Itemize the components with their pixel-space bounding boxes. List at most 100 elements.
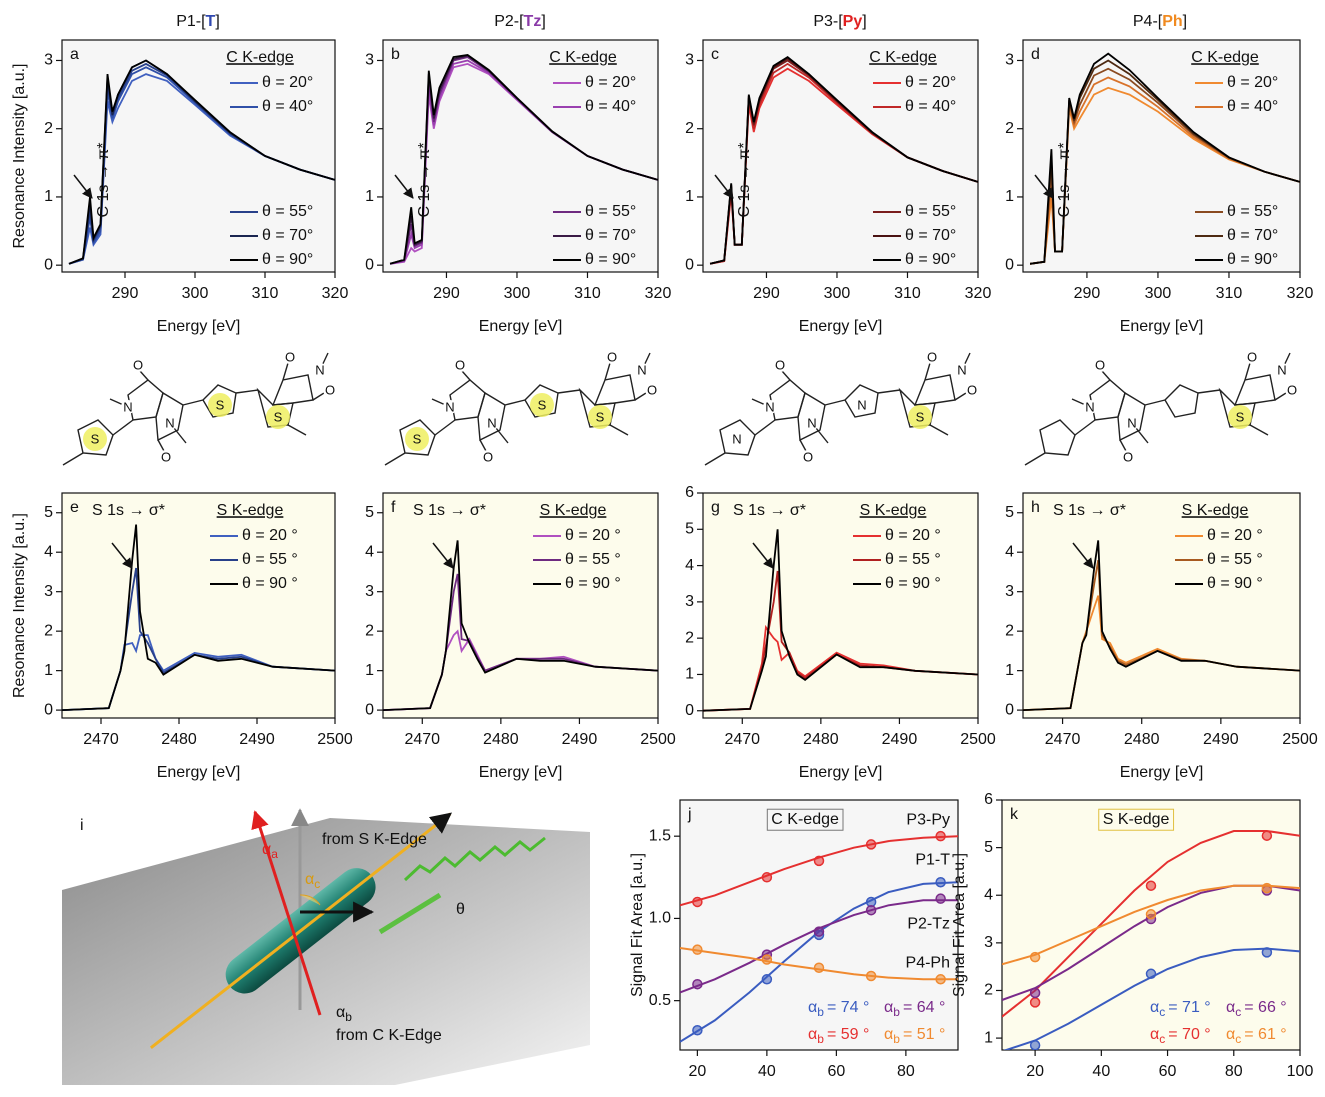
legend-label: θ = 20° [585,74,636,91]
data-point [693,897,702,906]
x-tick-label: 2490 [882,731,918,748]
atom-label: S [1236,409,1245,424]
x-tick-label: 60 [827,1063,845,1080]
y-tick-label: 2 [365,622,374,639]
data-point [762,873,771,882]
atom-label: S [91,431,100,446]
legend-label: θ = 70° [1227,227,1278,244]
atom-label: N [1277,362,1286,377]
x-tick-label: 2480 [483,731,519,748]
legend-label: θ = 55° [1227,203,1278,220]
angle-annotation: αb= 51 ° [884,1026,945,1046]
legend-label: θ = 70° [905,227,956,244]
atom-label: S [413,431,422,446]
column-header: P2-[Tz] [494,13,546,30]
x-tick-label: 310 [574,285,601,302]
atom-label: O [607,349,617,364]
column-header: P4-[Ph] [1133,13,1187,30]
series-label: P4-Ph [906,954,950,971]
peak-annotation: S 1s → σ* [413,502,486,519]
panel-title: S K-edge [1103,811,1170,828]
legend-label: θ = 55 ° [885,551,941,568]
legend-label: θ = 20° [262,74,313,91]
atom-label: O [133,357,143,372]
y-tick-label: 1 [984,1029,993,1046]
legend-label: θ = 20° [905,74,956,91]
y-tick-label: 1.5 [649,827,671,844]
peak-annotation: S 1s → σ* [1053,502,1126,519]
alpha-symbol: α [336,1004,345,1021]
header-prefix: P3-[ [813,13,843,30]
molecule-skeleton [63,353,328,465]
data-point [936,894,945,903]
x-axis-label: Energy [eV] [1120,764,1204,781]
y-tick-label: 1 [685,666,694,683]
y-tick-label: 3 [685,52,694,69]
panel-title: C K-edge [226,49,294,66]
header-code: Ph [1162,13,1182,30]
x-tick-label: 2480 [161,731,197,748]
x-tick-label: 2500 [317,731,353,748]
y-tick-label: 2 [1005,622,1014,639]
panel-title: S K-edge [217,502,284,519]
angle-annotation: αc= 71 ° [1150,999,1211,1019]
x-tick-label: 2490 [1203,731,1239,748]
y-axis-label: Signal Fit Area [a.u.] [629,853,646,997]
atom-label: N [315,362,324,377]
angle-subscript: c [1235,1005,1241,1019]
x-tick-label: 2490 [562,731,598,748]
x-tick-label: 20 [1026,1063,1044,1080]
y-tick-label: 2 [44,622,53,639]
from-c-label: from C K-Edge [336,1027,442,1044]
peak-annotation: S 1s → σ* [733,502,806,519]
atom-label: O [1287,382,1297,397]
legend-label: θ = 90 ° [242,575,298,592]
atom-label: N [123,399,132,414]
schematic: iαaαcαbfrom S K-Edgefrom C K-Edgeθ [62,799,590,1085]
y-axis-label: Resonance Intensity [a.u.] [11,64,28,249]
atom-label: N [637,362,646,377]
y-tick-label: 0 [365,701,374,718]
y-tick-label: 4 [685,557,694,574]
peak-annotation: C 1s → π* [736,142,753,217]
legend-label: θ = 55 ° [242,551,298,568]
peak-annotation: S 1s → σ* [92,502,165,519]
atom-label: O [285,349,295,364]
angle-annotation: αb= 59 ° [808,1026,869,1046]
atom-label: N [857,397,866,412]
atom-label: O [775,357,785,372]
panel-title: C K-edge [1191,49,1259,66]
y-tick-label: 1 [365,188,374,205]
x-tick-label: 20 [688,1063,706,1080]
x-tick-label: 290 [1074,285,1101,302]
column-header: P1-[T] [176,13,220,30]
y-axis-label: Resonance Intensity [a.u.] [11,513,28,698]
panel-letter: j [687,806,692,823]
panel-letter: h [1031,499,1040,516]
y-tick-label: 2 [44,120,53,137]
x-tick-label: 2500 [640,731,676,748]
y-tick-label: 1.0 [649,910,671,927]
y-tick-label: 0 [44,701,53,718]
y-tick-label: 3 [44,583,53,600]
data-point [1262,831,1271,840]
x-tick-label: 2500 [960,731,996,748]
molecule: SOOOONNN [1025,349,1299,465]
x-axis-label: Energy [eV] [157,318,241,335]
theta-label: θ [456,901,465,918]
atom-label: S [596,409,605,424]
chart-panel: 2903003103200123bEnergy [eV]θ = 20°θ = 4… [365,40,671,335]
angle-value: = 66 ° [1244,999,1286,1016]
molecule-skeleton [705,353,970,465]
atom-label: O [455,357,465,372]
y-tick-label: 6 [984,791,993,808]
atom-label: O [927,349,937,364]
x-tick-label: 310 [894,285,921,302]
peak-annotation: C 1s → π* [416,142,433,217]
legend-label: θ = 90 ° [1207,575,1263,592]
x-axis-label: Energy [eV] [157,764,241,781]
panel-letter: c [711,46,719,63]
molecule-skeleton [1025,353,1290,465]
